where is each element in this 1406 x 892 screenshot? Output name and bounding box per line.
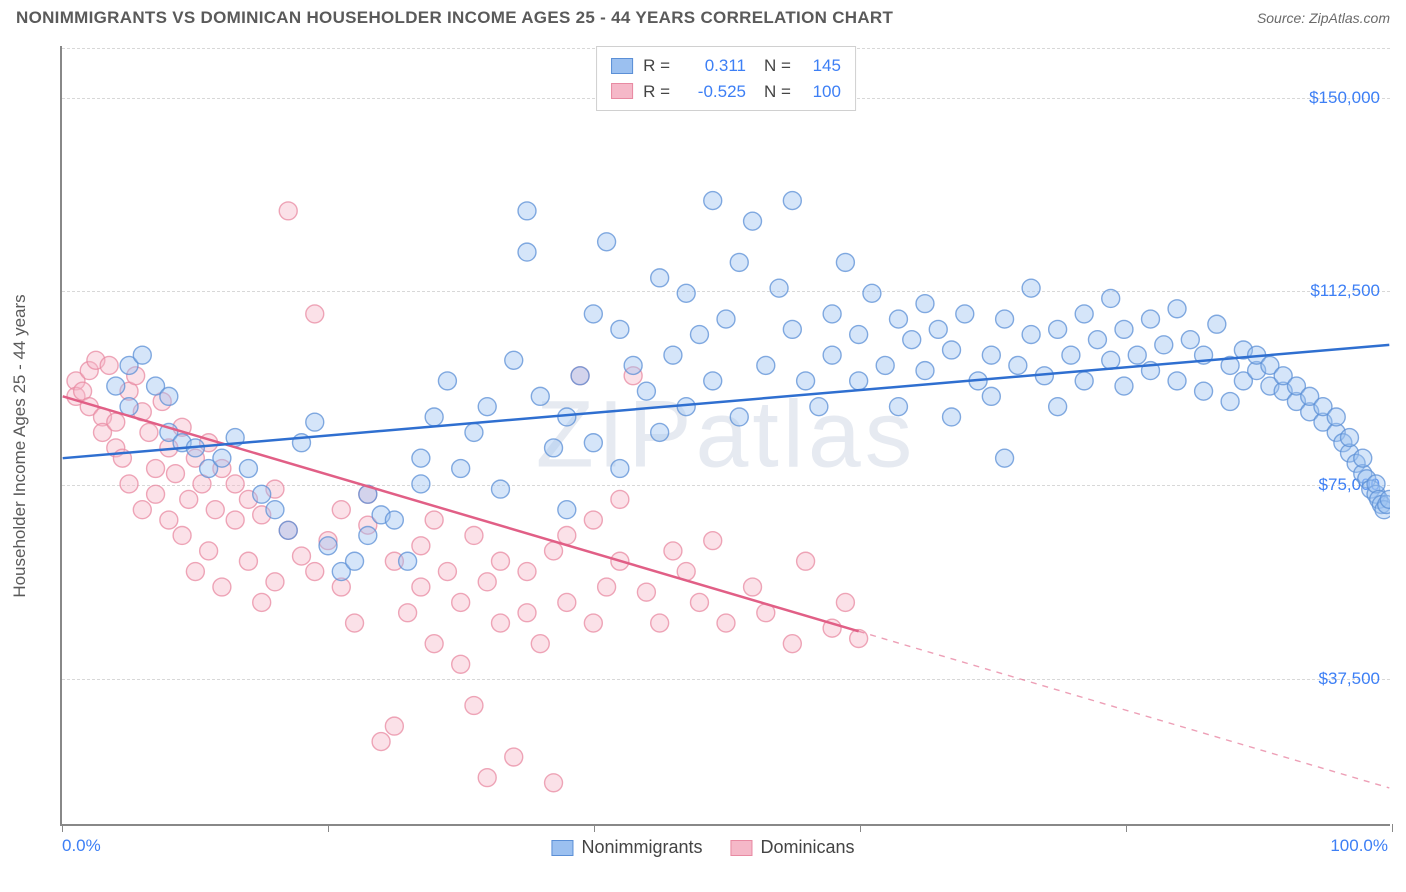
r-value-dominicans: -0.525 bbox=[680, 79, 746, 105]
correlation-legend: R = 0.311 N = 145 R = -0.525 N = 100 bbox=[596, 46, 856, 111]
x-axis-min-label: 0.0% bbox=[62, 836, 101, 856]
legend-label-dominicans: Dominicans bbox=[761, 837, 855, 858]
n-value-dominicans: 100 bbox=[801, 79, 841, 105]
x-tick bbox=[1392, 824, 1393, 832]
legend-item-dominicans: Dominicans bbox=[731, 837, 855, 858]
x-tick bbox=[62, 824, 63, 832]
x-tick bbox=[328, 824, 329, 832]
swatch-nonimmigrants bbox=[551, 840, 573, 856]
swatch-nonimmigrants bbox=[611, 58, 633, 74]
swatch-dominicans bbox=[731, 840, 753, 856]
n-label: N = bbox=[764, 79, 791, 105]
r-value-nonimmigrants: 0.311 bbox=[680, 53, 746, 79]
legend-row-nonimmigrants: R = 0.311 N = 145 bbox=[611, 53, 841, 79]
r-label: R = bbox=[643, 79, 670, 105]
source-attribution: Source: ZipAtlas.com bbox=[1257, 10, 1390, 26]
chart-plot-area: ZIPatlas R = 0.311 N = 145 R = -0.525 N … bbox=[60, 46, 1390, 826]
x-axis-max-label: 100.0% bbox=[1330, 836, 1388, 856]
x-tick bbox=[594, 824, 595, 832]
scatter-svg bbox=[62, 46, 1390, 824]
legend-row-dominicans: R = -0.525 N = 100 bbox=[611, 79, 841, 105]
x-tick bbox=[1126, 824, 1127, 832]
series-legend: Nonimmigrants Dominicans bbox=[551, 837, 854, 858]
swatch-dominicans bbox=[611, 83, 633, 99]
n-value-nonimmigrants: 145 bbox=[801, 53, 841, 79]
chart-title: NONIMMIGRANTS VS DOMINICAN HOUSEHOLDER I… bbox=[16, 8, 893, 28]
x-tick bbox=[860, 824, 861, 832]
legend-item-nonimmigrants: Nonimmigrants bbox=[551, 837, 702, 858]
legend-label-nonimmigrants: Nonimmigrants bbox=[581, 837, 702, 858]
n-label: N = bbox=[764, 53, 791, 79]
y-axis-label: Householder Income Ages 25 - 44 years bbox=[10, 294, 30, 597]
r-label: R = bbox=[643, 53, 670, 79]
